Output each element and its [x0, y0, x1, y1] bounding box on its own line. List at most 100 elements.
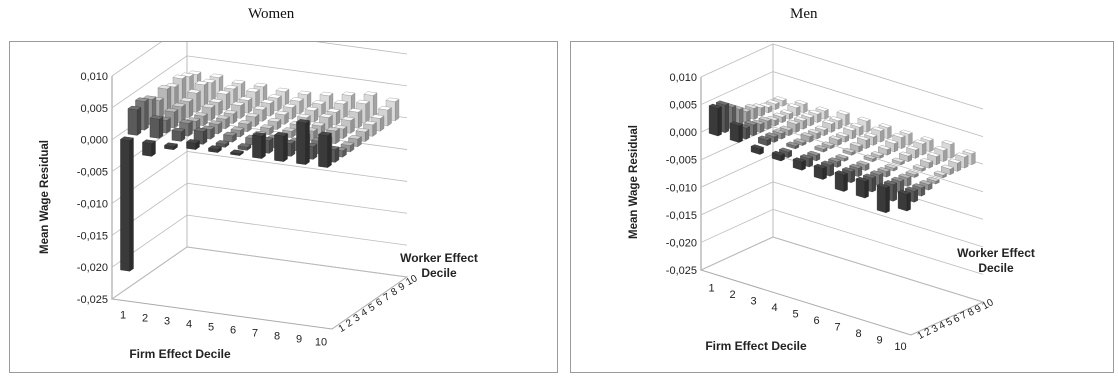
bar [215, 140, 230, 148]
bar [855, 176, 870, 199]
bar [708, 103, 723, 137]
z-tick-label: 4 [359, 307, 370, 320]
bar [750, 144, 765, 155]
bar [317, 131, 333, 168]
bar [919, 158, 934, 169]
z-tick-label: 8 [389, 286, 400, 299]
bar [771, 150, 786, 162]
bar [281, 127, 297, 139]
z-tick-label: 10 [404, 273, 420, 288]
x-tick-label: 1 [120, 310, 126, 322]
bar [119, 136, 135, 272]
bar [841, 167, 856, 184]
men-chart-frame: 0,010 0,005 0,000 -0,005 -0,010 -0,015 -0,020 -… [570, 41, 1114, 373]
x-tick-label: 2 [142, 313, 148, 325]
z-tick-label: 6 [374, 296, 385, 309]
bar [926, 176, 940, 185]
women-panel-title: Women [248, 6, 295, 22]
bar [757, 135, 772, 147]
x-tick-label: 6 [813, 315, 819, 327]
bars [119, 70, 400, 272]
y-tick-label: 0,005 [80, 103, 108, 115]
bar [933, 170, 948, 179]
y-tick-label: -0,025 [666, 265, 697, 277]
x-tick-label: 5 [208, 322, 214, 334]
bar [229, 149, 245, 156]
bar [876, 183, 891, 214]
bar [813, 163, 828, 180]
x-tick-label: 7 [834, 321, 840, 333]
bar [891, 157, 906, 166]
bar [347, 135, 363, 148]
women-chart: 0,010 0,005 0,000 -0,005 -0,010 -0,015 -0,020 -… [39, 42, 478, 361]
z-tick-label: 1 [916, 329, 927, 342]
y-tick-labels: 0,010 0,005 0,000 -0,005 -0,010 -0,015 -0,020 -… [77, 71, 108, 306]
z-axis-label: Worker Effect [957, 246, 1035, 260]
bar [185, 139, 201, 150]
bar [127, 105, 142, 136]
x-tick-label: 1 [708, 282, 714, 294]
bar [884, 163, 898, 172]
y-tick-labels: 0,010 0,005 0,000 -0,005 -0,010 -0,015 -0,020 -… [666, 72, 697, 277]
women-chart-frame: 0,010 0,005 0,000 -0,005 -0,010 -0,015 -0,020 -… [9, 41, 558, 373]
z-tick-label: 10 [980, 297, 996, 312]
men-chart: 0,010 0,005 0,000 -0,005 -0,010 -0,015 -0,020 -… [628, 43, 1035, 353]
bar [295, 119, 311, 165]
bar [758, 102, 773, 114]
bar [340, 141, 355, 153]
x-axis-label: Firm Effect Decile [705, 339, 807, 353]
x-tick-labels: 1 2 3 4 5 6 7 8 9 10 [708, 282, 906, 353]
bar [207, 145, 223, 153]
x-tick-label: 6 [230, 325, 236, 337]
z-tick-label: 7 [382, 291, 393, 304]
z-tick-label: 5 [944, 316, 955, 329]
z-axis-label: Decile [978, 261, 1014, 275]
x-tick-label: 10 [894, 341, 906, 353]
x-tick-label: 3 [164, 316, 170, 328]
bar [814, 144, 828, 153]
bar [785, 141, 800, 150]
x-tick-label: 10 [315, 337, 327, 349]
z-tick-label: 9 [973, 303, 984, 316]
bar [793, 138, 807, 146]
z-axis-label: Decile [421, 266, 457, 280]
x-tick-label: 7 [252, 328, 258, 340]
bar [792, 157, 807, 171]
z-tick-label: 2 [923, 326, 934, 339]
bar [870, 151, 885, 159]
bar [251, 132, 267, 159]
x-tick-label: 9 [876, 334, 882, 346]
bar [897, 189, 912, 212]
y-tick-label: -0,010 [666, 182, 697, 194]
z-tick-label: 6 [952, 313, 963, 326]
z-tick-label: 2 [344, 317, 355, 330]
bar [729, 121, 744, 143]
bar [163, 142, 179, 151]
x-axis-label: Firm Effect Decile [129, 347, 231, 361]
bars [708, 96, 976, 214]
z-tick-label: 1 [337, 322, 348, 335]
x-tick-label: 4 [771, 302, 777, 314]
x-tick-label: 3 [750, 295, 756, 307]
z-tick-label: 8 [966, 306, 977, 319]
y-tick-label: 0,005 [669, 100, 697, 112]
y-tick-label: -0,010 [77, 198, 108, 210]
y-tick-label: 0,010 [669, 72, 697, 84]
bar [222, 131, 238, 143]
y-tick-label: 0,010 [80, 71, 108, 83]
bar [149, 115, 164, 139]
bar [237, 120, 253, 133]
y-tick-label: 0,000 [669, 127, 697, 139]
bar [171, 127, 186, 142]
x-tick-label: 9 [296, 334, 302, 346]
bar [274, 110, 290, 125]
y-tick-label: -0,015 [77, 230, 108, 242]
bar [842, 147, 856, 156]
x-tick-label: 2 [729, 289, 735, 301]
x-tick-label: 4 [186, 319, 192, 331]
bar [884, 139, 899, 153]
z-tick-label: 3 [930, 323, 941, 336]
men-panel-title: Men [790, 6, 818, 22]
bar [863, 154, 877, 163]
